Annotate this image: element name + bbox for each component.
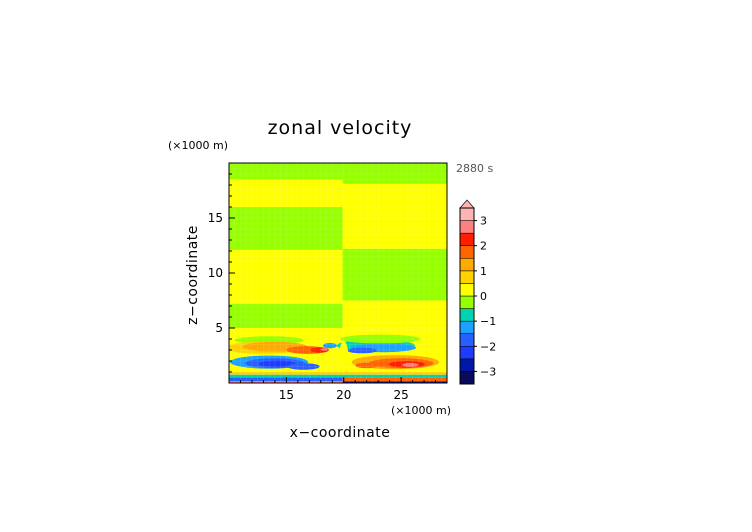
- contour-band: [229, 303, 343, 328]
- colorbar-tick-label: 0: [480, 290, 487, 303]
- colorbar-swatch: [459, 283, 475, 297]
- surface-band: [342, 381, 447, 383]
- contour-band: [342, 163, 447, 184]
- x-axis: 15 20 25: [239, 377, 448, 402]
- colorbar: 3 2 1 0 −1 −2 −3: [459, 199, 496, 385]
- surface-band: [229, 377, 343, 382]
- contour-cell: [287, 363, 320, 370]
- colorbar-swatch: [459, 333, 475, 347]
- time-label: 2880 s: [456, 162, 493, 175]
- surface-band: [229, 372, 447, 375]
- contour-cell: [340, 334, 421, 344]
- colorbar-swatch: [459, 232, 475, 246]
- plot-area: [229, 163, 447, 383]
- contour-band: [342, 248, 447, 301]
- surface-band: [229, 381, 343, 383]
- contour-band: [342, 207, 447, 249]
- colorbar-tick-label: 3: [480, 215, 487, 228]
- colorbar-swatch: [459, 358, 475, 372]
- grid-lines: [228, 162, 448, 384]
- contour-cell: [347, 347, 378, 354]
- contour-cell: [402, 362, 419, 367]
- colorbar-swatch: [459, 245, 475, 259]
- contour-cell: [258, 360, 296, 368]
- colorbar-tick-label: 2: [480, 240, 487, 253]
- colorbar-swatch: [459, 207, 475, 221]
- contour-cell: [355, 362, 379, 369]
- y-tick-label: 15: [208, 211, 223, 225]
- colorbar-tick-label: −1: [480, 315, 496, 328]
- colorbar-tick-label: 1: [480, 265, 487, 278]
- x-unit-label: (×1000 m): [391, 404, 451, 417]
- y-tick-label: 5: [215, 321, 223, 335]
- x-tick-label: 25: [393, 388, 408, 402]
- contour-cell: [234, 336, 304, 344]
- contour-band: [229, 179, 343, 207]
- colorbar-swatch: [459, 258, 475, 272]
- contour-band: [342, 183, 447, 207]
- colorbar-swatch: [459, 371, 475, 385]
- x-tick-label: 20: [336, 388, 351, 402]
- y-axis: 5 10 15: [208, 173, 235, 373]
- surface-band: [229, 374, 447, 378]
- y-tick-label: 10: [208, 266, 223, 280]
- colorbar-swatch: [459, 320, 475, 334]
- colorbar-swatch: [459, 270, 475, 284]
- colorbar-tick-label: −3: [480, 365, 496, 378]
- contour-band: [342, 300, 447, 331]
- contour-cell: [323, 342, 337, 349]
- colorbar-tick-label: −2: [480, 340, 496, 353]
- chart-title: zonal velocity: [268, 117, 413, 139]
- contour-cell: [339, 341, 349, 372]
- colorbar-extend-arrow: [459, 199, 475, 209]
- contour-cell: [320, 348, 328, 351]
- x-axis-label: x−coordinate: [290, 425, 391, 441]
- y-axis-label: z−coordinate: [185, 225, 201, 325]
- colorbar-swatch: [459, 220, 475, 234]
- y-unit-label: (×1000 m): [168, 139, 228, 152]
- contour-band: [229, 249, 343, 304]
- colorbar-swatch: [459, 346, 475, 360]
- x-tick-label: 15: [279, 388, 294, 402]
- colorbar-swatch: [459, 295, 475, 309]
- surface-band: [342, 377, 447, 382]
- colorbar-swatch: [459, 308, 475, 322]
- contour-band: [229, 207, 343, 250]
- contour-band: [229, 163, 343, 180]
